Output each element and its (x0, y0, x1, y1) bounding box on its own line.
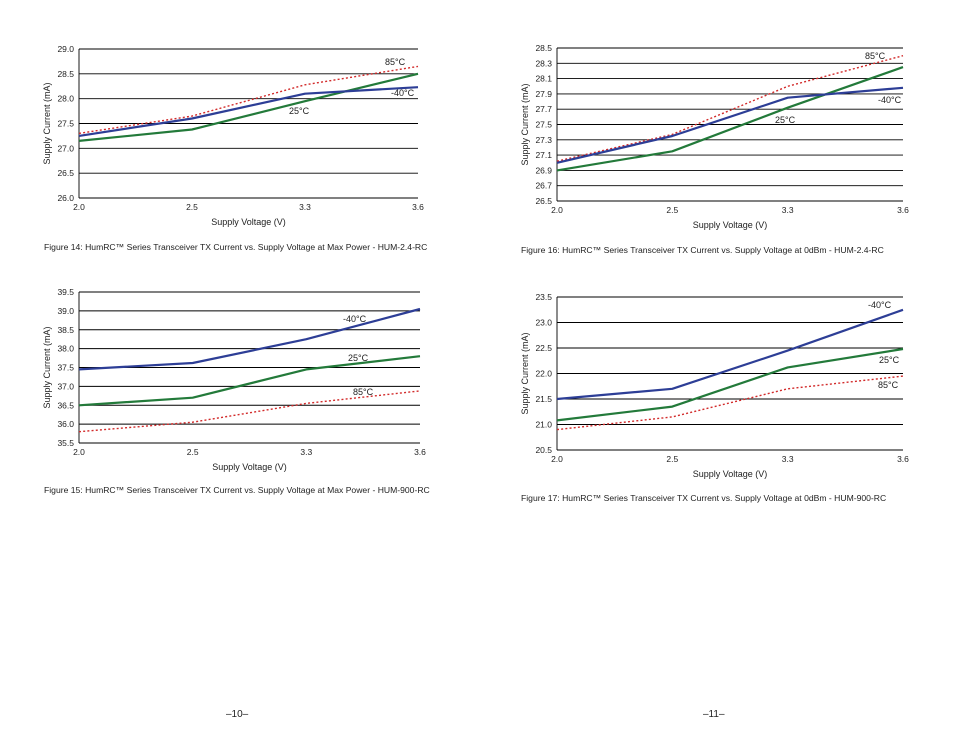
x-tick-label: 2.5 (666, 205, 678, 215)
series-line-m40 (556, 86, 904, 164)
series-line-m40 (556, 308, 904, 401)
y-tick-label: 26.7 (535, 181, 552, 191)
y-tick-label: 22.0 (535, 369, 552, 379)
page-number-left: –10– (226, 709, 249, 720)
y-tick-label: 39.0 (57, 306, 74, 316)
x-tick-label: 3.6 (897, 205, 909, 215)
figure-15-caption: Figure 15: HumRC™ Series Transceiver TX … (44, 485, 430, 495)
y-tick-label: 28.0 (57, 94, 74, 104)
x-axis-title: Supply Voltage (V) (211, 217, 286, 227)
series-line-t85 (78, 390, 421, 433)
series-line-t85 (556, 55, 904, 162)
x-tick-label: 2.0 (551, 454, 563, 464)
x-axis-title: Supply Voltage (V) (693, 220, 768, 230)
y-axis-title: Supply Current (mA) (42, 82, 52, 164)
series-line-t25 (78, 355, 421, 407)
y-tick-label: 28.5 (57, 69, 74, 79)
figure-16-caption: Figure 16: HumRC™ Series Transceiver TX … (521, 245, 884, 255)
y-axis-title: Supply Current (mA) (42, 326, 52, 408)
y-tick-label: 38.5 (57, 325, 74, 335)
y-tick-label: 26.9 (535, 165, 552, 175)
y-tick-label: 39.5 (57, 287, 74, 297)
series-label-t85: 85°C (353, 387, 374, 397)
y-tick-label: 28.3 (535, 58, 552, 68)
y-tick-label: 27.3 (535, 135, 552, 145)
y-tick-label: 27.5 (535, 120, 552, 130)
y-tick-label: 27.5 (57, 119, 74, 129)
x-tick-label: 3.3 (782, 454, 794, 464)
series-line-t25 (78, 72, 419, 142)
y-tick-label: 26.5 (57, 168, 74, 178)
series-line-t85 (78, 65, 419, 135)
y-tick-label: 35.5 (57, 438, 74, 448)
y-tick-label: 29.0 (57, 44, 74, 54)
x-tick-label: 3.6 (414, 447, 426, 457)
x-tick-label: 2.5 (187, 447, 199, 457)
series-label-m40: -40°C (391, 88, 415, 98)
page-number-right: –11– (703, 709, 725, 720)
x-tick-label: 3.3 (299, 202, 311, 212)
series-line-t25 (556, 66, 904, 172)
x-tick-label: 2.0 (73, 447, 85, 457)
series-label-t25: 25°C (348, 353, 369, 363)
figure-14-caption: Figure 14: HumRC™ Series Transceiver TX … (44, 242, 428, 252)
figure-17-caption: Figure 17: HumRC™ Series Transceiver TX … (521, 493, 887, 503)
x-tick-label: 2.0 (73, 202, 85, 212)
y-tick-label: 21.0 (535, 420, 552, 430)
x-tick-label: 2.0 (551, 205, 563, 215)
series-label-m40: -40°C (343, 314, 367, 324)
x-tick-label: 3.6 (897, 454, 909, 464)
y-tick-label: 38.0 (57, 344, 74, 354)
series-label-t85: 85°C (865, 51, 886, 61)
y-tick-label: 27.1 (535, 150, 552, 160)
y-tick-label: 23.5 (535, 292, 552, 302)
y-tick-label: 37.0 (57, 381, 74, 391)
y-tick-label: 20.5 (535, 445, 552, 455)
series-line-t25 (556, 347, 904, 422)
series-line-t85 (556, 375, 904, 431)
x-tick-label: 3.6 (412, 202, 424, 212)
series-line-m40 (78, 86, 419, 137)
x-tick-label: 3.3 (782, 205, 794, 215)
y-axis-title: Supply Current (mA) (520, 332, 530, 414)
y-tick-label: 36.5 (57, 400, 74, 410)
y-tick-label: 28.5 (535, 43, 552, 53)
x-axis-title: Supply Voltage (V) (212, 462, 287, 472)
y-tick-label: 21.5 (535, 394, 552, 404)
y-tick-label: 22.5 (535, 343, 552, 353)
series-label-t85: 85°C (878, 380, 899, 390)
series-label-t25: 25°C (775, 115, 796, 125)
y-tick-label: 27.9 (535, 89, 552, 99)
x-tick-label: 2.5 (186, 202, 198, 212)
y-tick-label: 37.5 (57, 363, 74, 373)
x-tick-label: 2.5 (666, 454, 678, 464)
series-line-m40 (78, 307, 421, 371)
y-axis-title: Supply Current (mA) (520, 83, 530, 165)
series-label-t25: 25°C (879, 355, 900, 365)
series-label-m40: -40°C (868, 300, 892, 310)
y-tick-label: 26.5 (535, 196, 552, 206)
x-tick-label: 3.3 (300, 447, 312, 457)
y-tick-label: 36.0 (57, 419, 74, 429)
series-label-t25: 25°C (289, 106, 310, 116)
y-tick-label: 26.0 (57, 193, 74, 203)
y-tick-label: 28.1 (535, 74, 552, 84)
y-tick-label: 27.0 (57, 143, 74, 153)
x-axis-title: Supply Voltage (V) (693, 469, 768, 479)
series-label-m40: -40°C (878, 95, 902, 105)
series-label-t85: 85°C (385, 57, 406, 67)
y-tick-label: 23.0 (535, 318, 552, 328)
y-tick-label: 27.7 (535, 104, 552, 114)
